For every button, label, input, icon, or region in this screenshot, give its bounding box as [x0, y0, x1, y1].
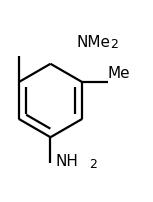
Text: 2: 2	[89, 157, 97, 170]
Text: NMe: NMe	[76, 35, 110, 50]
Text: Me: Me	[107, 65, 130, 80]
Text: NH: NH	[55, 154, 78, 169]
Text: 2: 2	[110, 38, 118, 51]
